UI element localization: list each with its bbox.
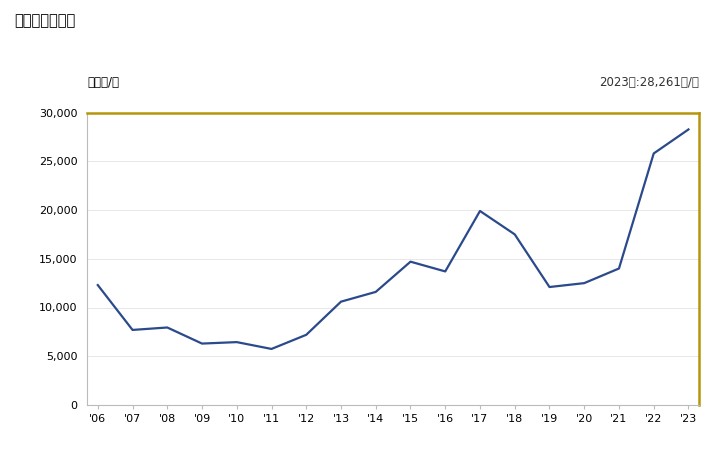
- Text: 輸入価格の推移: 輸入価格の推移: [15, 14, 76, 28]
- Text: 単位円/台: 単位円/台: [87, 76, 119, 90]
- Text: 2023年:28,261円/台: 2023年:28,261円/台: [599, 76, 699, 90]
